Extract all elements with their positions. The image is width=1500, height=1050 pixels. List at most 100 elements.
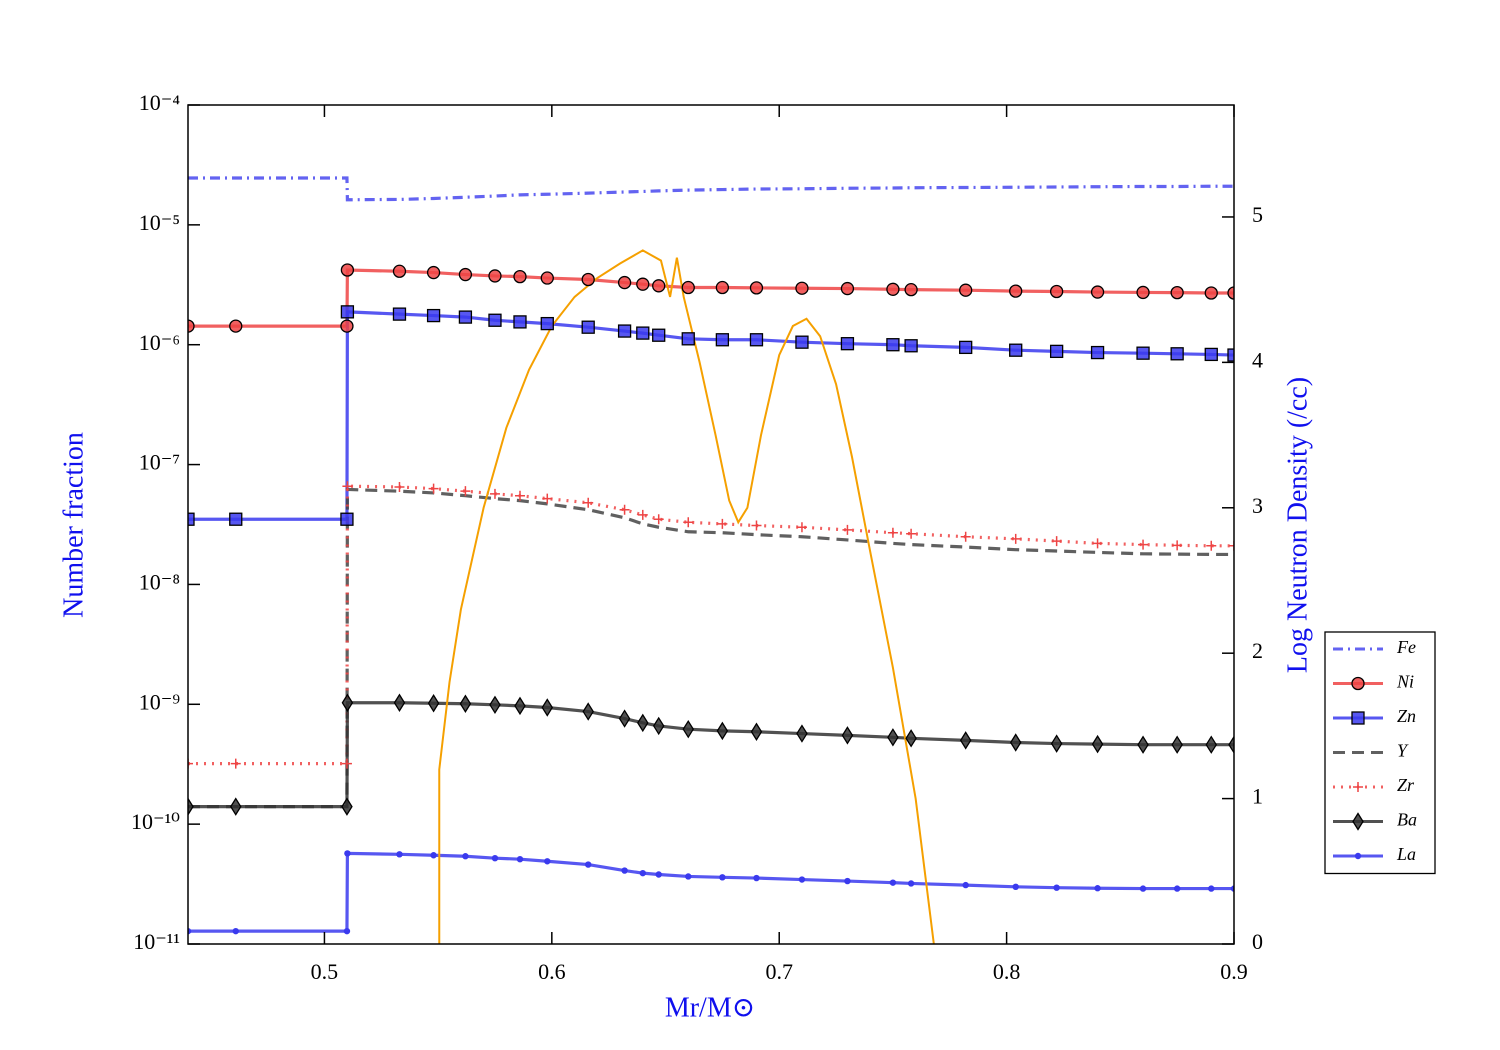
marker (617, 275, 632, 290)
series-line (188, 701, 1234, 809)
marker (1172, 540, 1183, 551)
marker (719, 874, 726, 881)
marker (341, 758, 352, 769)
marker (392, 264, 407, 278)
marker (340, 263, 355, 277)
marker (188, 512, 195, 526)
marker (343, 927, 351, 935)
marker (962, 881, 969, 889)
marker (842, 524, 853, 535)
marker (426, 265, 441, 280)
marker (1092, 538, 1103, 549)
marker (1010, 533, 1021, 544)
marker (1173, 885, 1181, 892)
marker (341, 693, 354, 712)
marker (1204, 286, 1218, 300)
marker (959, 340, 973, 355)
marker (1204, 347, 1218, 362)
marker (751, 520, 762, 531)
y-axis-label: Number fraction (58, 432, 89, 618)
marker (796, 522, 807, 533)
marker (542, 493, 553, 504)
marker (540, 271, 554, 285)
marker (513, 269, 527, 284)
marker (428, 483, 439, 494)
marker (639, 869, 646, 877)
marker (229, 797, 242, 816)
marker (581, 272, 595, 287)
marker (904, 339, 918, 353)
marker (795, 335, 809, 349)
marker (1206, 540, 1217, 551)
x-tick-label: 0.8 (993, 959, 1021, 984)
marker (618, 709, 631, 728)
legend-label: La (1396, 844, 1416, 864)
marker (459, 694, 472, 713)
marker (653, 514, 664, 525)
marker (681, 280, 695, 295)
marker (685, 873, 692, 880)
x-tick-label: 0.9 (1220, 959, 1248, 984)
plot-frame (187, 104, 1235, 945)
marker (1090, 345, 1105, 360)
marker (1137, 735, 1149, 754)
marker (541, 698, 554, 717)
marker (516, 855, 524, 863)
marker (637, 509, 648, 520)
marker (889, 879, 897, 886)
marker (396, 851, 403, 858)
y-tick-label: 10⁻⁹ (139, 689, 181, 714)
marker (582, 702, 594, 721)
x-tick-label: 0.5 (311, 959, 339, 984)
marker (1354, 852, 1362, 860)
y2-axis-label: Log Neutron Density (/cc) (1282, 377, 1313, 673)
marker (636, 326, 650, 340)
marker (1012, 883, 1019, 891)
marker (489, 488, 500, 499)
marker (340, 319, 354, 333)
y-tick-label: 10⁻⁵ (139, 210, 180, 235)
marker (426, 308, 441, 323)
marker (905, 729, 917, 748)
marker (1053, 884, 1060, 891)
y-tick-label: 10⁻⁷ (139, 450, 180, 475)
marker (1139, 885, 1147, 892)
marker (796, 724, 808, 743)
series-line (438, 249, 935, 944)
marker (1228, 735, 1234, 754)
marker (637, 713, 649, 733)
marker (1136, 285, 1150, 300)
marker (394, 481, 405, 492)
marker (749, 333, 764, 347)
marker (1050, 734, 1063, 753)
marker (1138, 539, 1149, 550)
y-tick-label: 10⁻¹⁰ (131, 809, 180, 834)
series-line (188, 487, 1234, 809)
marker (1136, 346, 1150, 360)
marker (1049, 284, 1064, 299)
marker (1171, 735, 1183, 754)
marker (682, 719, 695, 739)
marker (458, 267, 473, 282)
marker (342, 481, 353, 492)
marker (188, 758, 193, 769)
legend-label: Zn (1397, 706, 1416, 726)
marker (1230, 885, 1234, 892)
marker (1091, 734, 1104, 754)
marker (230, 758, 241, 769)
marker (621, 867, 628, 874)
series-line (188, 176, 1234, 202)
marker (1090, 285, 1105, 299)
legend-label: Fe (1396, 637, 1416, 657)
marker (458, 310, 473, 324)
marker (795, 281, 809, 295)
marker (1049, 344, 1064, 359)
marker (460, 486, 471, 497)
x-axis-label: Mr/M⊙ (665, 992, 755, 1023)
marker (1205, 735, 1218, 754)
marker (585, 861, 592, 868)
marker (753, 874, 760, 882)
marker (232, 927, 239, 935)
x-tick-label: 0.7 (765, 959, 793, 984)
